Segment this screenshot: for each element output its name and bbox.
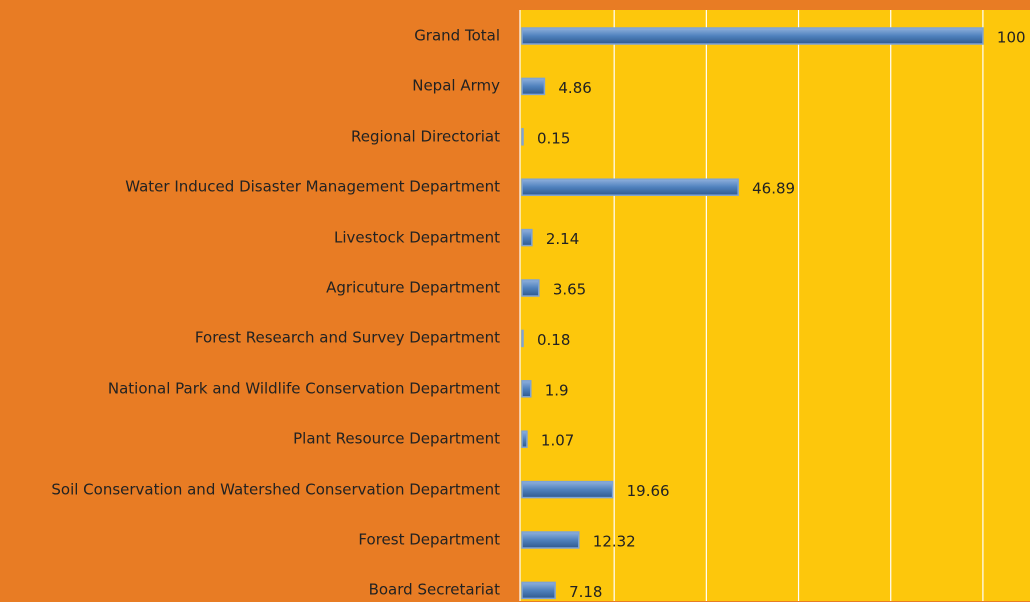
y-tick-label: Forest Department	[358, 530, 500, 549]
y-tick-label: Regional Directoriat	[351, 127, 500, 146]
category-label-box: Nepal Army	[0, 75, 500, 98]
y-tick-label: Plant Resource Department	[293, 429, 500, 448]
category-label-box: Regional Directoriat	[0, 125, 500, 148]
bar	[521, 178, 739, 196]
value-label: 0.15	[537, 129, 570, 147]
category-label-box: Forest Research and Survey Department	[0, 327, 500, 350]
plot-area	[520, 10, 1030, 601]
value-label: 1.9	[545, 381, 569, 399]
value-label: 3.65	[553, 281, 586, 299]
value-label: 7.18	[569, 583, 602, 601]
category-label-box: Agricuture Department	[0, 277, 500, 300]
bar	[521, 128, 524, 146]
bar	[521, 430, 528, 448]
value-label: 0.18	[537, 331, 570, 349]
category-label-box: Plant Resource Department	[0, 428, 500, 451]
value-label: 12.32	[593, 533, 636, 551]
y-tick-label: Forest Research and Survey Department	[194, 328, 500, 347]
y-tick-label: Grand Total	[414, 26, 500, 45]
category-label-box: Livestock Department	[0, 226, 500, 249]
value-label: 100	[997, 29, 1026, 47]
bar	[521, 228, 533, 247]
y-tick-label: Water Induced Disaster Management Depart…	[125, 177, 500, 196]
bar	[521, 581, 556, 600]
y-tick-label: National Park and Wildlife Conservation …	[107, 379, 500, 398]
value-label: 2.14	[546, 230, 579, 248]
category-label-box: Water Induced Disaster Management Depart…	[0, 176, 500, 199]
bar	[521, 480, 614, 499]
y-tick-label: Board Secretariat	[368, 580, 500, 599]
y-tick-label: Nepal Army	[412, 76, 500, 95]
bar	[521, 77, 546, 96]
category-label-box: Soil Conservation and Watershed Conserva…	[0, 478, 500, 501]
bar	[521, 380, 532, 398]
bar	[521, 329, 524, 348]
y-tick-label: Soil Conservation and Watershed Conserva…	[51, 480, 500, 499]
y-tick-label: Livestock Department	[334, 228, 500, 247]
value-label: 1.07	[541, 432, 574, 450]
category-label-box: Forest Department	[0, 529, 500, 552]
value-label: 19.66	[627, 482, 670, 500]
category-label-box: Board Secretariat	[0, 579, 500, 602]
bar	[521, 279, 540, 297]
category-label-box: Grand Total	[0, 25, 500, 48]
value-label: 4.86	[558, 79, 591, 97]
category-label-box: National Park and Wildlife Conservation …	[0, 377, 500, 400]
value-label: 46.89	[752, 180, 795, 198]
y-tick-label: Agricuture Department	[326, 278, 500, 297]
bar	[521, 531, 580, 549]
bar	[521, 27, 984, 45]
